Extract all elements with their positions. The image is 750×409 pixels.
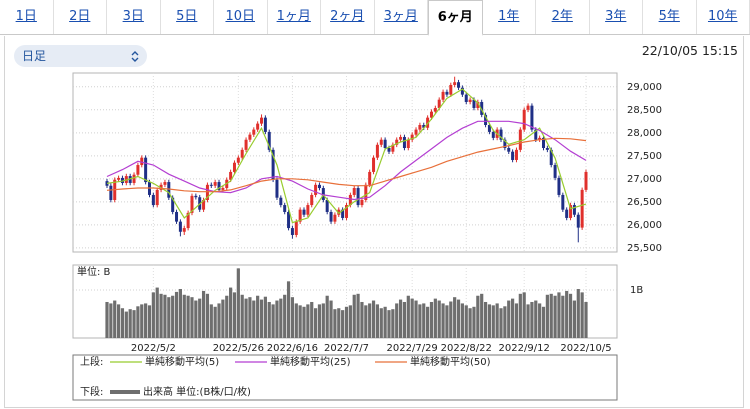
interval-label: 日足 bbox=[22, 49, 47, 63]
period-tab[interactable]: 3年 bbox=[590, 0, 643, 34]
period-tab[interactable]: 5日 bbox=[161, 0, 214, 34]
period-tab[interactable]: 3ヶ月 bbox=[375, 0, 428, 34]
period-tab[interactable]: 2ヶ月 bbox=[321, 0, 375, 34]
period-tab[interactable]: 2日 bbox=[54, 0, 107, 34]
period-tab[interactable]: 10年 bbox=[697, 0, 750, 34]
period-tab[interactable]: 10日 bbox=[214, 0, 268, 34]
period-tab[interactable]: 3日 bbox=[107, 0, 161, 34]
period-tab[interactable]: 1年 bbox=[483, 0, 536, 34]
period-tab[interactable]: 1ヶ月 bbox=[268, 0, 321, 34]
period-tabs: 1日 2日 3日 5日 10日 1ヶ月 2ヶ月 3ヶ月 6ヶ月 1年 2年 3年 5年 10年 bbox=[0, 0, 750, 36]
chart-panel bbox=[4, 36, 744, 408]
period-tab[interactable]: 5年 bbox=[643, 0, 697, 34]
timestamp: 22/10/05 15:15 bbox=[641, 43, 738, 58]
interval-select[interactable]: 日足 bbox=[14, 45, 147, 67]
period-tab[interactable]: 6ヶ月 bbox=[428, 0, 483, 36]
period-tab[interactable]: 1日 bbox=[0, 0, 54, 34]
select-chevron bbox=[131, 51, 139, 62]
period-tab[interactable]: 2年 bbox=[536, 0, 590, 34]
